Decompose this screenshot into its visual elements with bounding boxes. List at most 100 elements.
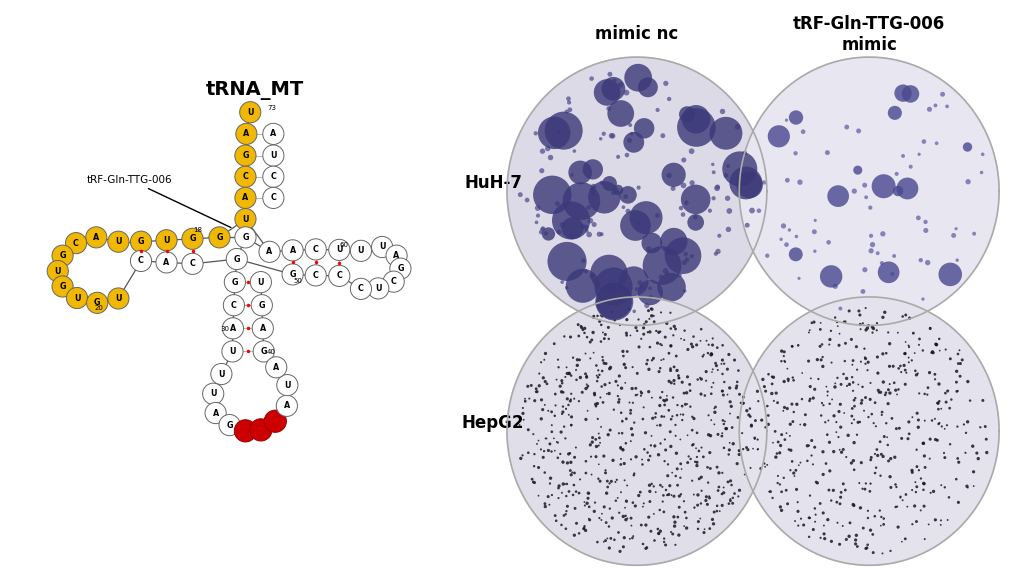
- Point: [567, 504, 584, 513]
- Circle shape: [52, 245, 73, 266]
- Point: [778, 486, 795, 495]
- Point: [618, 151, 635, 160]
- Text: G: G: [243, 233, 249, 242]
- Point: [655, 491, 672, 500]
- Point: [649, 106, 666, 115]
- Point: [787, 466, 804, 475]
- Point: [915, 478, 932, 488]
- Point: [544, 490, 560, 500]
- Point: [574, 388, 591, 397]
- Point: [675, 181, 691, 190]
- Point: [535, 224, 551, 233]
- Point: [880, 399, 896, 408]
- Point: [550, 355, 566, 364]
- Point: [721, 350, 737, 359]
- Point: [700, 478, 717, 487]
- Point: [597, 468, 613, 477]
- Point: [587, 389, 603, 398]
- Point: [934, 90, 950, 99]
- Point: [931, 397, 947, 406]
- Point: [663, 442, 679, 451]
- Point: [636, 499, 652, 508]
- Point: [705, 365, 721, 374]
- Point: [585, 165, 601, 174]
- Point: [751, 206, 767, 215]
- Point: [590, 311, 606, 320]
- Point: [572, 373, 589, 382]
- Point: [653, 412, 670, 421]
- Point: [731, 450, 748, 459]
- Point: [612, 81, 629, 90]
- Point: [827, 379, 844, 388]
- Point: [908, 462, 925, 471]
- Point: [596, 502, 612, 512]
- Point: [954, 355, 971, 364]
- Point: [891, 364, 907, 373]
- Point: [557, 434, 573, 443]
- Point: [932, 346, 948, 355]
- Point: [899, 184, 915, 193]
- Point: [910, 214, 927, 223]
- Point: [563, 389, 580, 399]
- Point: [761, 487, 777, 496]
- Point: [851, 307, 867, 316]
- Circle shape: [234, 145, 256, 166]
- Point: [720, 194, 736, 203]
- Point: [892, 492, 908, 501]
- Point: [652, 439, 669, 448]
- Point: [528, 384, 545, 393]
- Point: [564, 170, 581, 179]
- Point: [581, 514, 597, 523]
- Point: [724, 498, 740, 508]
- Point: [614, 417, 631, 426]
- Point: [857, 354, 873, 363]
- Point: [907, 488, 924, 497]
- Point: [668, 324, 684, 333]
- Circle shape: [390, 258, 411, 279]
- Point: [841, 532, 857, 541]
- Point: [616, 476, 633, 485]
- Point: [568, 518, 585, 528]
- Text: U: U: [247, 108, 254, 116]
- Point: [653, 272, 670, 282]
- Point: [959, 483, 976, 492]
- Point: [795, 127, 811, 136]
- Point: [807, 216, 823, 225]
- Point: [599, 88, 615, 97]
- Point: [849, 365, 865, 374]
- Point: [676, 258, 692, 267]
- Point: [642, 497, 658, 506]
- Point: [669, 411, 685, 420]
- Point: [781, 226, 798, 235]
- Point: [566, 453, 583, 462]
- Point: [962, 396, 978, 405]
- Text: A: A: [229, 324, 237, 333]
- Text: U: U: [375, 284, 382, 293]
- Point: [751, 397, 767, 406]
- Circle shape: [209, 227, 230, 248]
- Point: [644, 414, 660, 423]
- Point: [924, 416, 940, 425]
- Point: [635, 415, 651, 424]
- Point: [948, 377, 965, 387]
- Point: [622, 136, 638, 145]
- Point: [904, 468, 921, 477]
- Point: [561, 487, 578, 496]
- Point: [641, 481, 657, 490]
- Point: [735, 445, 752, 454]
- Point: [555, 402, 571, 411]
- Point: [888, 424, 904, 433]
- Point: [593, 320, 609, 329]
- Point: [753, 464, 769, 473]
- Point: [810, 375, 826, 384]
- Point: [806, 317, 822, 327]
- Point: [805, 460, 821, 469]
- Point: [559, 459, 575, 468]
- Point: [841, 307, 857, 316]
- Point: [557, 372, 573, 381]
- Point: [654, 131, 671, 140]
- Point: [738, 406, 755, 415]
- Point: [902, 89, 919, 98]
- Point: [693, 443, 710, 452]
- Point: [721, 206, 737, 215]
